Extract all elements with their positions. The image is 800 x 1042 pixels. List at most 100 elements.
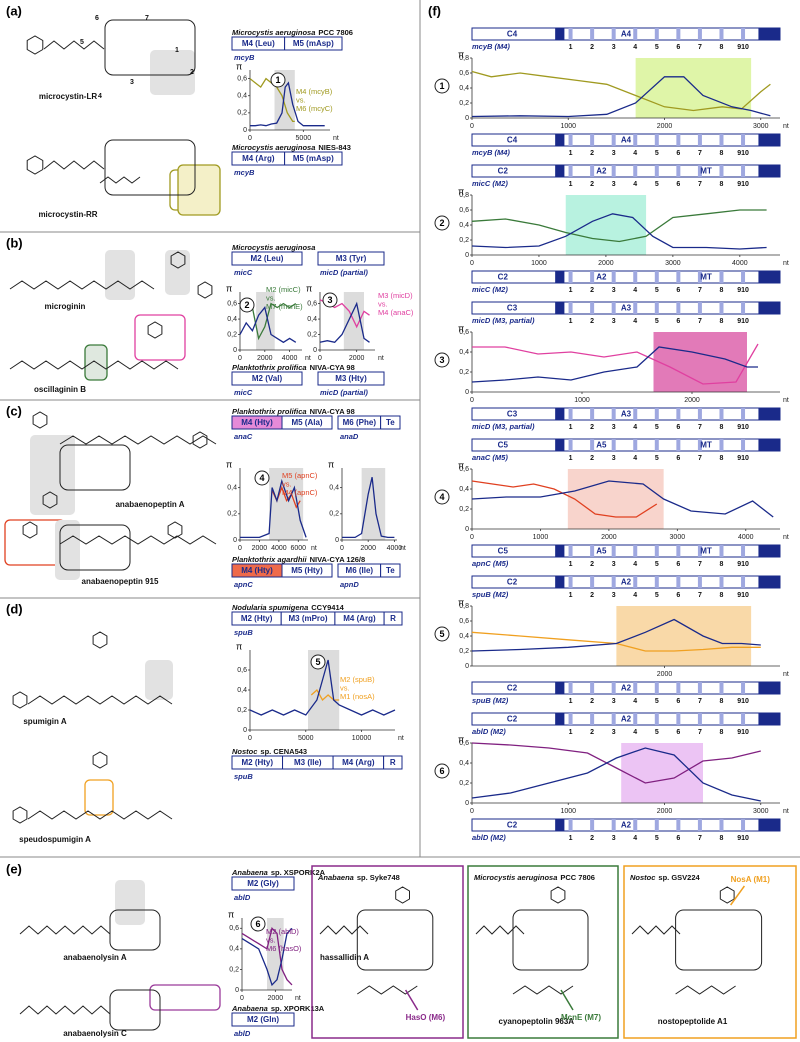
motif-label: 4 <box>633 181 637 188</box>
motif-block <box>676 302 681 314</box>
y-tick-label: 0 <box>233 537 237 544</box>
y-tick-label: 0,2 <box>237 110 247 117</box>
organism: Planktothrix agardhii NIVA-CYA 126/8 <box>232 555 365 564</box>
motif-label: 5 <box>655 181 659 188</box>
bond-chain <box>99 176 141 184</box>
x-tick-label: 3000 <box>670 534 686 541</box>
module-box <box>317 371 385 386</box>
y-axis-label: π <box>458 49 464 59</box>
y-tick-label: 0,4 <box>459 760 469 767</box>
y-tick-label: 0,8 <box>459 603 469 610</box>
y-tick-label: 0,2 <box>237 707 247 714</box>
x-tick-label: 0 <box>238 545 242 552</box>
organism: Nostoc sp. CENA543 <box>232 747 307 756</box>
series-line <box>471 213 767 250</box>
ring <box>12 806 28 824</box>
organism: Planktothrix prolifica NIVA-CYA 98 <box>232 407 355 416</box>
domain-label: T <box>767 578 772 587</box>
bond-chain <box>27 810 173 820</box>
x-tick-label: 1000 <box>560 123 576 130</box>
module-label: M3 (Ile) <box>294 758 322 767</box>
domain-block <box>555 682 565 694</box>
y-axis-label: π <box>306 283 312 293</box>
gene-label: micD (M3, partial) <box>472 316 535 325</box>
residue-number: 7 <box>145 15 149 22</box>
motif-label: 910 <box>737 729 749 736</box>
motif-block <box>676 819 681 831</box>
gene-label: spuB <box>234 772 253 781</box>
motif-block <box>633 439 638 451</box>
module-label: M5 (Ala) <box>291 418 322 427</box>
species: Anabaena <box>231 868 268 877</box>
motif-label: 6 <box>676 835 680 842</box>
ring <box>22 521 38 539</box>
bond-chain <box>9 360 179 370</box>
module-box <box>284 36 343 51</box>
motif-label: 3 <box>612 44 616 51</box>
bond-chain <box>319 925 369 935</box>
motif-block <box>633 165 638 177</box>
module-label: M2 (Gln) <box>247 1015 279 1024</box>
y-axis-label: π <box>458 186 464 196</box>
motif-label: 7 <box>698 729 702 736</box>
motif-block <box>590 302 595 314</box>
x-tick-label: 2000 <box>360 545 376 552</box>
motif-label: 7 <box>698 287 702 294</box>
y-tick-label: 0,4 <box>459 85 469 92</box>
y-tick-label: 0,6 <box>227 300 237 307</box>
structure-box <box>467 865 619 1039</box>
motif-block <box>568 576 573 588</box>
module-box <box>380 415 401 430</box>
marker-circle <box>434 78 450 94</box>
motif-block <box>633 576 638 588</box>
y-axis-label: π <box>226 283 232 293</box>
molecule-name: cyanopeptolin 963A <box>499 1017 575 1026</box>
marker-circle <box>250 916 266 932</box>
x-tick-label: 0 <box>470 123 474 130</box>
motif-label: 2 <box>590 698 594 705</box>
domain-label: C2 <box>507 578 518 587</box>
residue-number: 1 <box>175 47 179 54</box>
x-tick-label: 5000 <box>296 135 312 142</box>
module-label: Te <box>386 566 395 575</box>
y-tick-label: 0,6 <box>459 466 469 473</box>
annotation: vs. <box>282 479 292 488</box>
motif-block <box>611 134 616 146</box>
domain-block <box>555 408 565 420</box>
motif-label: 7 <box>698 592 702 599</box>
motif-label: 4 <box>633 561 637 568</box>
y-axis-label: π <box>458 734 464 744</box>
domain-label: C2 <box>507 821 518 830</box>
gene-label: micC <box>234 268 253 277</box>
motif-label: 3 <box>612 150 616 157</box>
motif-block <box>719 271 724 283</box>
gene-diagram <box>471 164 781 178</box>
y-tick-label: 0,4 <box>227 484 237 491</box>
highlight-box <box>84 779 114 816</box>
bond-chain <box>675 985 736 995</box>
y-tick-label: 0,6 <box>307 300 317 307</box>
molecule-name: nostopeptolide A1 <box>658 1017 728 1026</box>
series-line <box>241 927 293 987</box>
species: Nostoc <box>232 747 258 756</box>
enzyme-label: HasO (M6) <box>406 1013 446 1022</box>
strain: NIES-843 <box>318 143 351 152</box>
domain-label: T <box>767 821 772 830</box>
y-tick-label: 0 <box>243 727 247 734</box>
motif-block <box>676 165 681 177</box>
x-tick-label: 1000 <box>531 260 547 267</box>
motif-block <box>568 271 573 283</box>
motif-label: 6 <box>676 729 680 736</box>
structure-box <box>311 865 464 1039</box>
motif-label: 1 <box>569 150 573 157</box>
motif-block <box>654 271 659 283</box>
motif-block <box>676 271 681 283</box>
series-line <box>240 478 307 539</box>
domain-label: C3 <box>507 304 518 313</box>
marker-label: 2 <box>244 300 249 310</box>
motif-label: 2 <box>590 287 594 294</box>
annotation: M4 (apnC) <box>282 488 318 497</box>
y-tick-label: 0,6 <box>459 207 469 214</box>
motif-block <box>611 545 616 557</box>
x-tick-label: 2000 <box>268 995 284 1002</box>
